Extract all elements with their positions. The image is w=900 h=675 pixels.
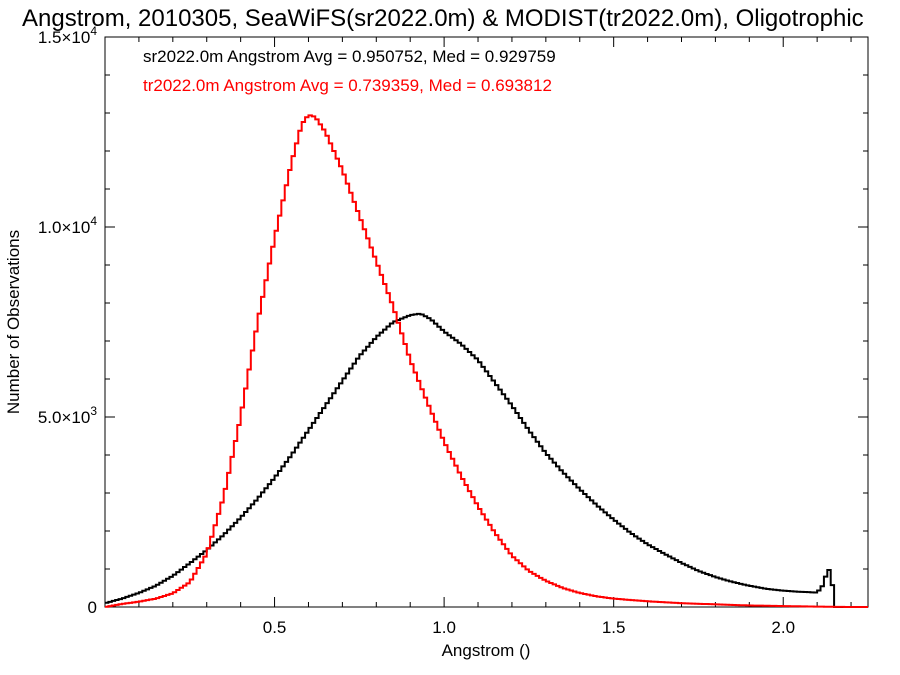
legend-entry-black: sr2022.0m Angstrom Avg = 0.950752, Med =… — [143, 47, 556, 66]
x-tick-label: 1.0 — [432, 618, 456, 637]
y-tick-label: 0 — [88, 598, 97, 617]
x-tick-label: 1.5 — [602, 618, 626, 637]
series-line-1 — [105, 114, 868, 608]
y-axis-ticks: 0 5.0×103 1.0×104 1.5×104 — [38, 24, 868, 617]
series-layer — [105, 114, 868, 608]
x-axis-label: Angstrom () — [442, 641, 531, 660]
x-axis-ticks: 0.5 1.0 1.5 2.0 — [138, 37, 852, 637]
x-tick-label: 0.5 — [263, 618, 287, 637]
plot-area-frame — [104, 36, 869, 608]
series-line-0 — [105, 312, 868, 608]
y-axis-label: Number of Observations — [4, 230, 23, 414]
y-tick-label: 5.0×103 — [38, 404, 97, 427]
x-tick-label: 2.0 — [771, 618, 795, 637]
chart-title: Angstrom, 2010305, SeaWiFS(sr2022.0m) & … — [22, 5, 864, 32]
legend-entry-red: tr2022.0m Angstrom Avg = 0.739359, Med =… — [143, 76, 552, 95]
y-tick-label: 1.0×104 — [38, 214, 97, 237]
y-tick-label: 1.5×104 — [38, 24, 97, 47]
